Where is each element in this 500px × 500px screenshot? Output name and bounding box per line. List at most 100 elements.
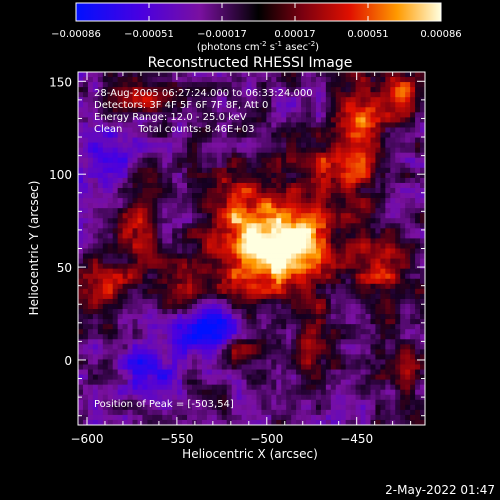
- heatmap-cell: [271, 208, 277, 214]
- heatmap-cell: [281, 122, 287, 128]
- heatmap-cell: [152, 364, 158, 370]
- heatmap-cell: [385, 389, 391, 396]
- heatmap-cell: [87, 112, 94, 118]
- heatmap-cell: [92, 157, 99, 164]
- heatmap-cell: [296, 389, 302, 396]
- heatmap-cell: [87, 147, 94, 154]
- heatmap-cell: [385, 92, 391, 98]
- heatmap-cell: [360, 127, 366, 133]
- heatmap-cell: [365, 298, 371, 305]
- heatmap-cell: [320, 137, 327, 143]
- heatmap-cell: [256, 349, 262, 355]
- heatmap-cell: [370, 419, 376, 426]
- heatmap-cell: [266, 92, 272, 98]
- heatmap-cell: [231, 359, 238, 365]
- heatmap-cell: [390, 198, 396, 204]
- heatmap-cell: [410, 394, 416, 401]
- heatmap-cell: [211, 399, 218, 406]
- heatmap-cell: [231, 324, 238, 330]
- heatmap-cell: [405, 314, 411, 320]
- heatmap-cell: [296, 414, 302, 421]
- heatmap-cell: [281, 409, 287, 416]
- heatmap-cell: [82, 288, 89, 295]
- heatmap-cell: [157, 258, 163, 265]
- heatmap-cell: [415, 404, 421, 411]
- heatmap-cell: [236, 107, 242, 113]
- heatmap-cell: [162, 334, 168, 340]
- colorbar-tick-label: 0.00051: [347, 29, 388, 40]
- heatmap-cell: [147, 82, 153, 88]
- heatmap-cell: [405, 319, 411, 325]
- heatmap-cell: [360, 314, 366, 320]
- heatmap-cell: [355, 268, 361, 275]
- heatmap-cell: [271, 258, 277, 265]
- heatmap-cell: [162, 107, 168, 113]
- heatmap-cell: [246, 122, 252, 128]
- heatmap-cell: [226, 364, 233, 370]
- heatmap-cell: [390, 167, 396, 174]
- heatmap-cell: [162, 354, 168, 360]
- heatmap-cell: [355, 288, 361, 295]
- heatmap-cell: [330, 379, 337, 386]
- heatmap-cell: [182, 374, 188, 381]
- heatmap-cell: [291, 127, 297, 133]
- heatmap-cell: [281, 248, 287, 254]
- heatmap-cell: [291, 283, 297, 290]
- heatmap-cell: [400, 349, 406, 355]
- heatmap-cell: [246, 162, 252, 169]
- heatmap-cell: [112, 324, 119, 330]
- heatmap-cell: [167, 293, 173, 300]
- heatmap-cell: [251, 283, 257, 290]
- heatmap-cell: [375, 329, 381, 335]
- heatmap-cell: [132, 87, 138, 93]
- heatmap-cell: [261, 339, 267, 345]
- heatmap-cell: [345, 298, 352, 305]
- heatmap-cell: [370, 404, 376, 411]
- heatmap-cell: [78, 409, 84, 416]
- heatmap-cell: [390, 288, 396, 295]
- heatmap-cell: [177, 218, 183, 224]
- heatmap-cell: [375, 278, 381, 285]
- heatmap-cell: [395, 263, 401, 270]
- heatmap-cell: [420, 334, 426, 340]
- heatmap-cell: [271, 349, 277, 355]
- heatmap-cell: [400, 87, 406, 93]
- heatmap-cell: [221, 329, 228, 335]
- heatmap-cell: [162, 268, 168, 275]
- heatmap-cell: [97, 419, 104, 426]
- heatmap-cell: [201, 273, 208, 280]
- heatmap-cell: [370, 253, 376, 259]
- heatmap-cell: [340, 253, 347, 259]
- heatmap-cell: [167, 72, 173, 78]
- heatmap-cell: [310, 92, 317, 98]
- heatmap-cell: [350, 248, 356, 254]
- heatmap-cell: [132, 354, 138, 360]
- heatmap-cell: [335, 82, 342, 88]
- heatmap-cell: [296, 167, 302, 174]
- heatmap-cell: [291, 172, 297, 179]
- heatmap-cell: [410, 258, 416, 265]
- heatmap-cell: [192, 339, 198, 345]
- heatmap-cell: [92, 198, 99, 204]
- heatmap-cell: [97, 253, 104, 259]
- heatmap-cell: [97, 258, 104, 265]
- heatmap-cell: [395, 142, 401, 149]
- heatmap-cell: [192, 329, 198, 335]
- heatmap-cell: [162, 314, 168, 320]
- heatmap-cell: [410, 157, 416, 164]
- heatmap-cell: [87, 167, 94, 174]
- heatmap-cell: [87, 137, 94, 143]
- heatmap-cell: [157, 339, 163, 345]
- heatmap-cell: [122, 167, 128, 174]
- heatmap-cell: [102, 379, 109, 386]
- heatmap-cell: [395, 374, 401, 381]
- heatmap-cell: [345, 167, 352, 174]
- heatmap-cell: [405, 349, 411, 355]
- heatmap-cell: [132, 233, 138, 239]
- heatmap-cell: [355, 137, 361, 143]
- heatmap-cell: [320, 117, 327, 123]
- heatmap-cell: [360, 303, 366, 310]
- heatmap-cell: [241, 394, 247, 401]
- heatmap-cell: [420, 288, 426, 295]
- heatmap-cell: [206, 248, 213, 254]
